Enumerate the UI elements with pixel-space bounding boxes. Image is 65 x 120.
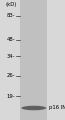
Ellipse shape — [21, 107, 47, 109]
Text: 26-: 26- — [6, 73, 15, 78]
Text: 83-: 83- — [6, 13, 15, 18]
Text: p16 INK: p16 INK — [49, 105, 65, 111]
Text: 48-: 48- — [6, 37, 15, 42]
Bar — [20, 0, 47, 120]
Ellipse shape — [21, 106, 46, 110]
Text: (kD): (kD) — [6, 2, 17, 7]
Text: 34-: 34- — [6, 54, 15, 59]
Text: 19-: 19- — [6, 93, 15, 99]
